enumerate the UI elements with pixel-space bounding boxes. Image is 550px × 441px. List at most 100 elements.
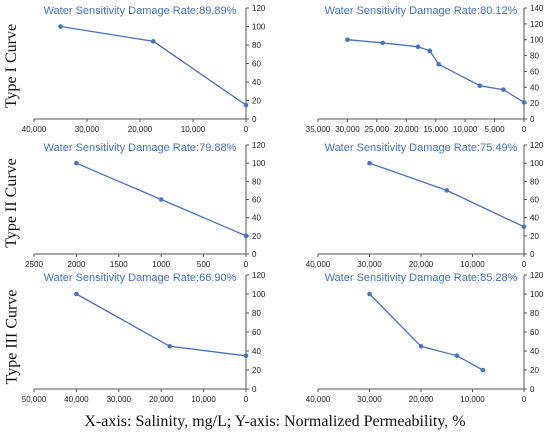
panel-6-x-tick-label: 0 — [522, 395, 527, 404]
panel-4-series-line — [369, 162, 525, 228]
panel-2-data-point — [415, 44, 421, 50]
panel-2-title: Water Sensitivity Damage Rate:80.12% — [325, 5, 518, 17]
panel-5-data-point — [167, 343, 172, 349]
panel-4-y-tick-label: 20 — [530, 232, 539, 241]
row-label-type-ii: Type II Curve — [0, 145, 24, 260]
panel-5-y-tick-label: 120 — [252, 271, 266, 280]
panel-5-y-tick-label: 100 — [252, 290, 266, 299]
panel-5-x-tick-label: 30,000 — [107, 395, 132, 404]
row-label-type-iii: Type III Curve — [0, 282, 24, 392]
panel-6-data-point — [418, 343, 424, 349]
panel-1-title: Water Sensitivity Damage Rate:89.89% — [44, 5, 237, 17]
panel-1-series-line — [60, 25, 247, 106]
panel-3-y-tick-label: 0 — [252, 250, 257, 259]
panel-5-y-tick-label: 0 — [252, 385, 257, 394]
panel-6-y-tick-label: 60 — [530, 328, 539, 337]
panel-5-x-tick-label: 40,000 — [64, 395, 89, 404]
panel-1-y-tick-label: 100 — [252, 23, 266, 32]
panel-4-y-tick-label: 80 — [530, 177, 539, 186]
panel-5-data-point — [74, 291, 79, 297]
panel-1-y-tick-label: 60 — [252, 60, 261, 69]
panel-6-data-point — [480, 367, 486, 373]
row-label-type-i: Type I Curve — [0, 8, 24, 123]
panel-2-x-tick-label: 20,000 — [394, 125, 419, 134]
panel-2-x-tick-label: 25,000 — [365, 125, 390, 134]
axis-caption: X-axis: Salinity, mg/L; Y-axis: Normaliz… — [84, 413, 466, 430]
panel-1-x-tick-label: 40,000 — [22, 125, 47, 134]
panel-3-y-tick-label: 60 — [252, 196, 261, 205]
panel-2-y-tick-label: 100 — [530, 36, 544, 45]
panel-6-y-tick-label: 120 — [530, 271, 544, 280]
panel-4-x-tick-label: 10,000 — [460, 260, 485, 269]
panel-5-title: Water Sensitivity Damage Rate:66.90% — [44, 272, 237, 284]
row-label-type-ii-text: Type II Curve — [3, 157, 21, 248]
panel-2-y-tick-label: 0 — [530, 115, 535, 124]
panel-4-x-tick-label: 0 — [522, 260, 527, 269]
panel-5-x-tick-label: 20,000 — [149, 395, 174, 404]
panel-6-x-tick-label: 30,000 — [357, 395, 382, 404]
panel-6-y-tick-label: 20 — [530, 366, 539, 375]
panel-6-data-point — [454, 353, 460, 359]
panel-1-y-tick-label: 0 — [252, 115, 257, 124]
panel-5-y-tick-label: 80 — [252, 309, 261, 318]
panel-2-x-tick-label: 15,000 — [423, 125, 448, 134]
panel-6-y-tick-label: 100 — [530, 290, 544, 299]
panel-1-y-tick-label: 40 — [252, 78, 261, 87]
panel-6-y-tick-label: 0 — [530, 385, 535, 394]
panel-4-y-tick-label: 60 — [530, 196, 539, 205]
panel-3-x-tick-label: 2000 — [68, 260, 86, 269]
panel-2-data-point — [380, 40, 386, 46]
panel-1-y-tick-label: 80 — [252, 41, 261, 50]
panel-5-y-tick-label: 60 — [252, 328, 261, 337]
panel-2-data-point — [521, 100, 527, 105]
panel-2-data-point — [345, 37, 350, 43]
panel-2-y-tick-label: 40 — [530, 83, 539, 92]
panel-4-data-point — [444, 188, 450, 193]
panel-1-x-tick-label: 10,000 — [181, 125, 206, 134]
panel-2-x-tick-label: 5,000 — [485, 125, 506, 134]
panel-2-x-tick-label: 10,000 — [453, 125, 478, 134]
panel-3-y-tick-label: 100 — [252, 159, 266, 168]
panel-4-y-tick-label: 40 — [530, 214, 539, 223]
panel-3-x-tick-label: 0 — [244, 260, 249, 269]
panel-4-x-tick-label: 20,000 — [409, 260, 434, 269]
panel-4-y-tick-label: 120 — [530, 141, 544, 150]
panel-4-y-tick-label: 100 — [530, 159, 544, 168]
panel-2-series-line — [347, 39, 525, 103]
panel-2-data-point — [436, 61, 441, 67]
panel-6-data-point — [367, 291, 372, 297]
panel-2-y-tick-label: 80 — [530, 52, 539, 61]
panel-2-y-tick-label: 20 — [530, 99, 539, 108]
panel-1-y-tick-label: 20 — [252, 97, 261, 106]
row-label-type-i-text: Type I Curve — [3, 23, 20, 108]
panel-5-x-tick-label: 10,000 — [191, 395, 216, 404]
panel-1-x-tick-label: 20,000 — [128, 125, 153, 134]
panel-5-y-tick-label: 40 — [252, 347, 261, 356]
panel-6-title: Water Sensitivity Damage Rate:85.28% — [325, 272, 518, 284]
panel-3-title: Water Sensitivity Damage Rate:79.88% — [44, 142, 237, 154]
panel-3-data-point — [74, 160, 79, 166]
panel-4-title: Water Sensitivity Damage Rate:75.49% — [325, 142, 518, 154]
panel-4-x-tick-label: 40,000 — [306, 260, 331, 269]
panel-3-y-tick-label: 120 — [252, 141, 266, 150]
panel-3-data-point — [243, 233, 249, 239]
panel-4-y-tick-label: 0 — [530, 250, 535, 259]
panel-2-x-tick-label: 0 — [522, 125, 527, 134]
panel-3-x-tick-label: 1500 — [110, 260, 128, 269]
panel-6-series-line — [369, 293, 484, 371]
panel-5-y-tick-label: 20 — [252, 366, 261, 375]
panel-5-data-point — [243, 353, 249, 359]
panel-2-data-point — [501, 87, 506, 92]
panel-3-y-tick-label: 80 — [252, 177, 261, 186]
panel-1-x-tick-label: 30,000 — [75, 125, 100, 134]
panel-3-x-tick-label: 500 — [197, 260, 211, 269]
panel-2-data-point — [427, 48, 433, 54]
panel-3-y-tick-label: 40 — [252, 214, 261, 223]
panel-5-series-line — [76, 293, 247, 357]
panel-5-x-tick-label: 50,000 — [22, 395, 47, 404]
panel-1-data-point — [150, 39, 156, 44]
panel-6-y-tick-label: 80 — [530, 309, 539, 318]
row-label-type-iii-text: Type III Curve — [3, 289, 20, 385]
panel-6-x-tick-label: 40,000 — [306, 395, 331, 404]
panel-3-y-tick-label: 20 — [252, 232, 261, 241]
